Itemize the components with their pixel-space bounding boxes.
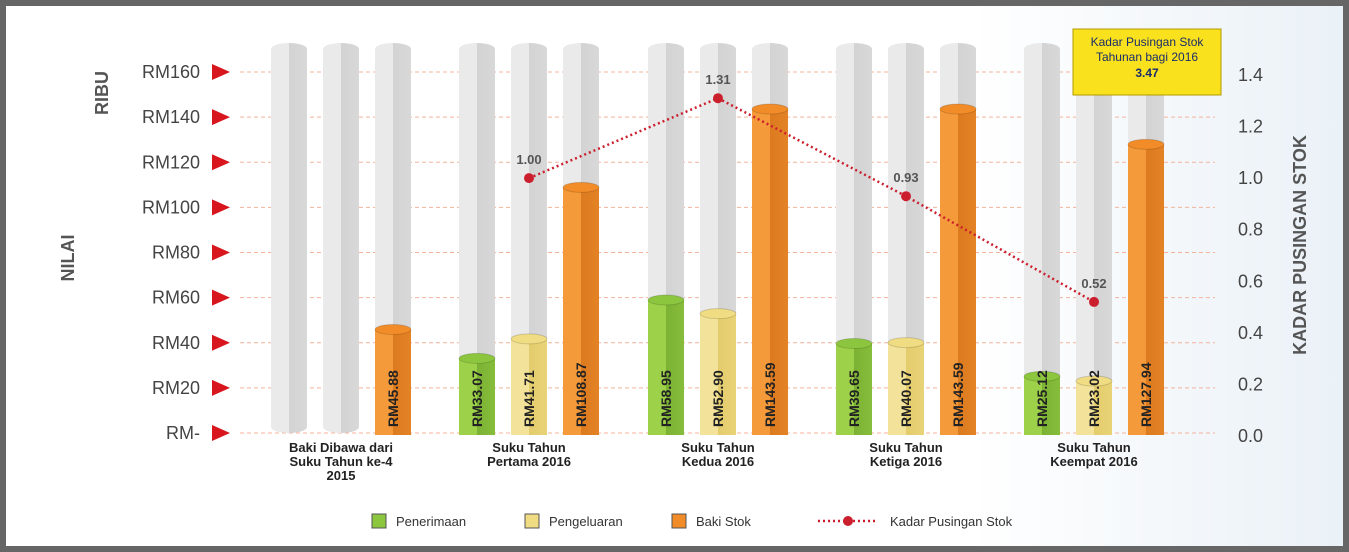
background-cylinder <box>323 43 359 433</box>
y-tick-label: RM40 <box>152 333 200 353</box>
bar-cap <box>563 182 599 192</box>
category-label: Keempat 2016 <box>1050 454 1137 469</box>
y-right-tick-label: 0.0 <box>1238 426 1263 446</box>
category-label: Suku Tahun ke-4 <box>289 454 393 469</box>
y-tick-label: RM120 <box>142 152 200 172</box>
y-right-tick-label: 1.4 <box>1238 65 1263 85</box>
bar-value-label: RM108.87 <box>573 362 589 427</box>
legend-label: Baki Stok <box>696 514 751 529</box>
legend-line-marker <box>843 516 853 526</box>
y-right-tick-label: 0.4 <box>1238 323 1263 343</box>
legend-swatch <box>372 514 386 528</box>
y-axis-title: NILAI <box>58 235 78 282</box>
y-tick-label: RM100 <box>142 197 200 217</box>
bar-value-label: RM33.07 <box>469 370 485 427</box>
y-tick-label: RM160 <box>142 62 200 82</box>
y-right-tick-label: 1.2 <box>1238 117 1263 137</box>
tick-arrow-icon <box>212 335 230 351</box>
y-right-tick-label: 1.0 <box>1238 168 1263 188</box>
bar-cap <box>459 353 495 363</box>
bar-cap <box>888 338 924 348</box>
bar-value-label: RM127.94 <box>1138 362 1154 427</box>
bar-value-label: RM143.59 <box>762 362 778 427</box>
category-label: Suku Tahun <box>1057 440 1130 455</box>
bar-value-label: RM41.71 <box>521 370 537 427</box>
line-point-label: 0.93 <box>893 170 918 185</box>
tick-arrow-icon <box>212 154 230 170</box>
bar-value-label: RM52.90 <box>710 370 726 427</box>
tick-arrow-icon <box>212 109 230 125</box>
line-point-label: 0.52 <box>1081 276 1106 291</box>
bar-cap <box>375 324 411 334</box>
bar-cap <box>511 334 547 344</box>
y-right-tick-label: 0.8 <box>1238 220 1263 240</box>
legend-swatch <box>672 514 686 528</box>
category-label: Kedua 2016 <box>682 454 754 469</box>
y-unit-label: RIBU <box>92 71 112 115</box>
bar-value-label: RM39.65 <box>846 370 862 427</box>
y-right-tick-label: 0.2 <box>1238 374 1263 394</box>
y-tick-label: RM80 <box>152 243 200 263</box>
bar-cap <box>700 309 736 319</box>
tick-arrow-icon <box>212 425 230 441</box>
y-tick-label: RM60 <box>152 288 200 308</box>
stock-turnover-line <box>529 98 1094 302</box>
category-label: 2015 <box>327 468 356 483</box>
category-label: Suku Tahun <box>869 440 942 455</box>
bar-cap <box>752 104 788 114</box>
line-point <box>1089 297 1099 307</box>
y-right-tick-label: 0.6 <box>1238 271 1263 291</box>
tick-arrow-icon <box>212 245 230 261</box>
bar-cap <box>940 104 976 114</box>
legend-swatch <box>525 514 539 528</box>
bar-value-label: RM58.95 <box>658 370 674 427</box>
legend-label: Penerimaan <box>396 514 466 529</box>
bar-value-label: RM40.07 <box>898 370 914 427</box>
category-label: Suku Tahun <box>681 440 754 455</box>
bar-value-label: RM143.59 <box>950 362 966 427</box>
bar-cap <box>836 339 872 349</box>
tick-arrow-icon <box>212 290 230 306</box>
legend-label: Kadar Pusingan Stok <box>890 514 1013 529</box>
category-label: Suku Tahun <box>492 440 565 455</box>
line-point-label: 1.31 <box>705 72 730 87</box>
bar-cap <box>648 295 684 305</box>
category-label: Pertama 2016 <box>487 454 571 469</box>
y-tick-label: RM140 <box>142 107 200 127</box>
bar-value-label: RM25.12 <box>1034 370 1050 427</box>
bar-value-label: RM23.02 <box>1086 370 1102 427</box>
callout-text: Tahunan bagi 2016 <box>1096 50 1198 64</box>
callout-value: 3.47 <box>1135 66 1159 80</box>
tick-arrow-icon <box>212 380 230 396</box>
line-point <box>901 191 911 201</box>
y-tick-label: RM20 <box>152 378 200 398</box>
category-label: Ketiga 2016 <box>870 454 942 469</box>
bar-cap <box>1128 139 1164 149</box>
y-tick-label: RM- <box>166 423 200 443</box>
line-point <box>713 93 723 103</box>
y-right-axis-title: KADAR PUSINGAN STOK <box>1290 135 1310 355</box>
callout-text: Kadar Pusingan Stok <box>1091 35 1205 49</box>
line-point <box>524 173 534 183</box>
tick-arrow-icon <box>212 199 230 215</box>
bar-value-label: RM45.88 <box>385 370 401 427</box>
legend-label: Pengeluaran <box>549 514 623 529</box>
category-label: Baki Dibawa dari <box>289 440 393 455</box>
line-point-label: 1.00 <box>516 152 541 167</box>
tick-arrow-icon <box>212 64 230 80</box>
background-cylinder <box>271 43 307 433</box>
